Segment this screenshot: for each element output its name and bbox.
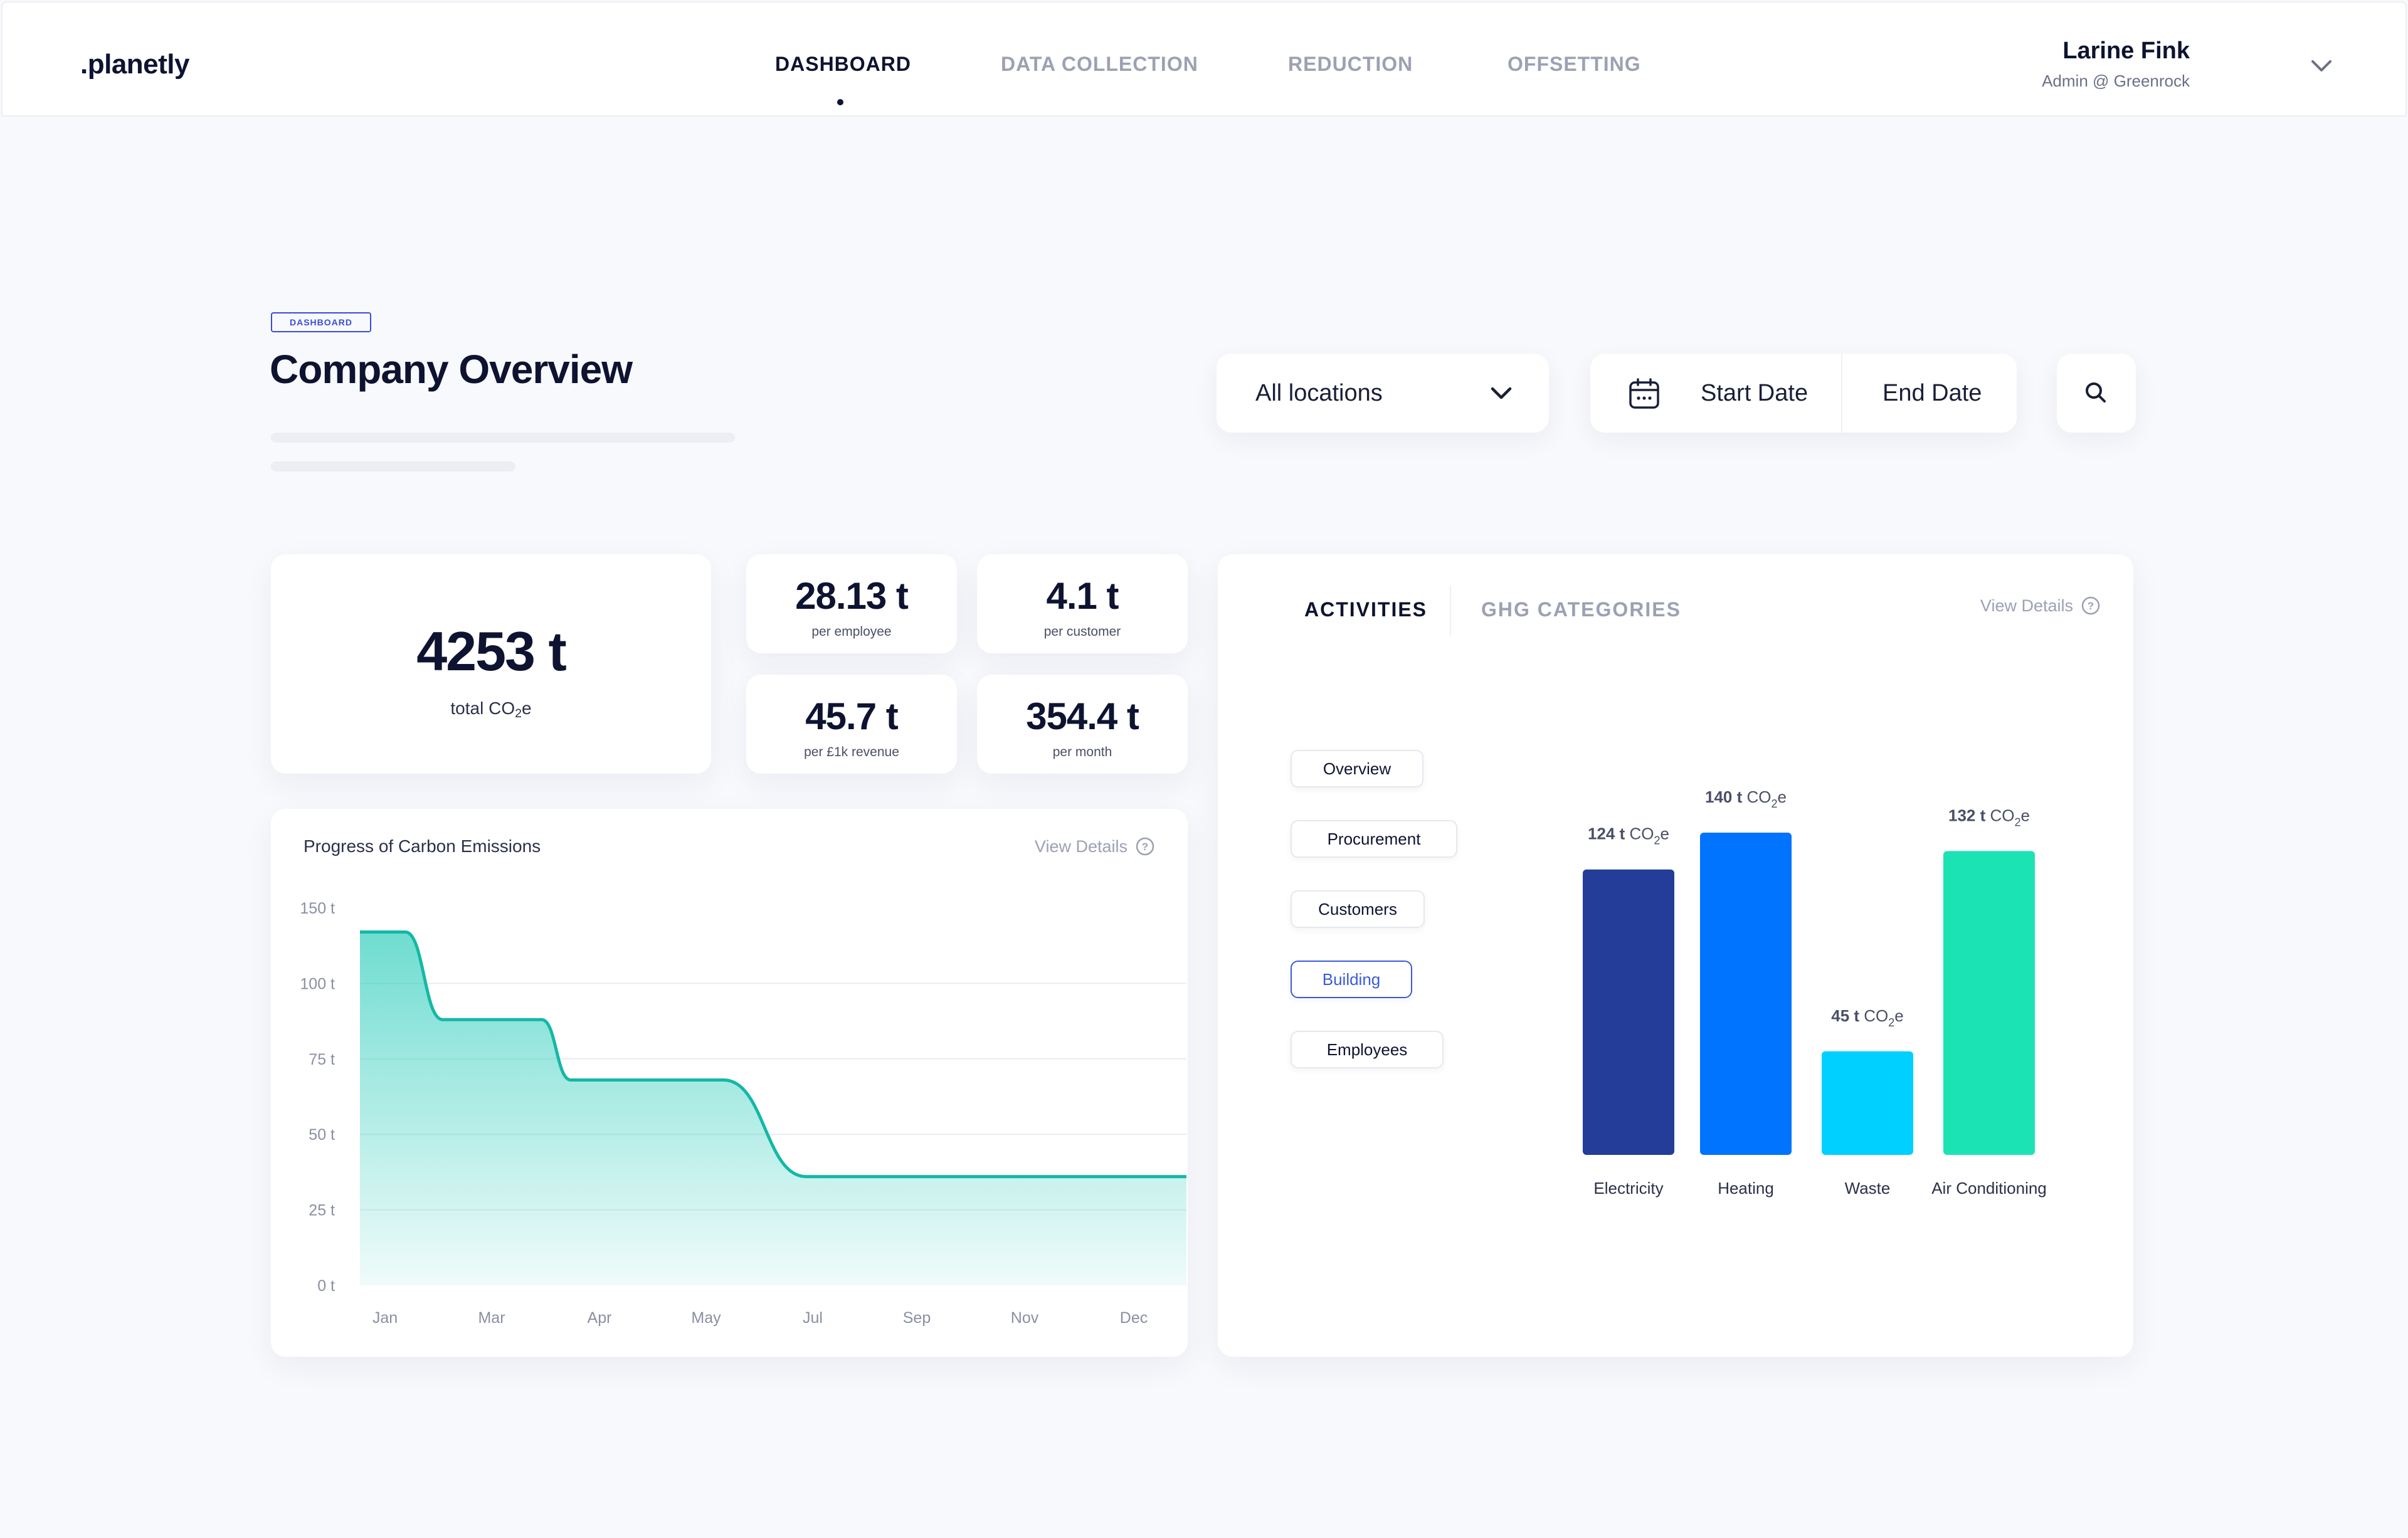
emissions-progress-card: Progress of Carbon Emissions View Detail… xyxy=(271,809,1188,1357)
bar-value-label: 45 t CO2e xyxy=(1831,1006,1904,1029)
nav-data-collection[interactable]: DATA COLLECTION xyxy=(1001,53,1198,75)
total-emissions-value: 4253 t xyxy=(416,620,567,682)
tab-divider xyxy=(1450,586,1451,636)
nav-reduction[interactable]: REDUCTION xyxy=(1288,53,1413,75)
bar-electricity[interactable] xyxy=(1583,869,1674,1155)
x-tick-label: Dec xyxy=(1120,1309,1148,1327)
active-nav-indicator xyxy=(837,99,843,105)
activities-card: ACTIVITIES GHG CATEGORIES View Details ?… xyxy=(1218,554,2133,1357)
breadcrumb[interactable]: DASHBOARD xyxy=(271,312,371,332)
y-tick-label: 25 t xyxy=(309,1202,335,1219)
bar-value-label: 132 t CO2e xyxy=(1948,806,2030,828)
stat-label: per month xyxy=(1052,745,1112,759)
x-tick-label: Nov xyxy=(1011,1309,1039,1327)
calendar-icon xyxy=(1629,378,1659,409)
svg-text:?: ? xyxy=(1142,841,1148,853)
chevron-down-icon[interactable] xyxy=(2308,55,2335,78)
location-select-value: All locations xyxy=(1255,380,1383,406)
skeleton-line xyxy=(271,461,515,471)
bar-category-label: Heating xyxy=(1718,1179,1774,1198)
card-title: Progress of Carbon Emissions xyxy=(304,836,541,856)
svg-text:?: ? xyxy=(2088,600,2094,612)
x-tick-label: Apr xyxy=(588,1309,612,1327)
stat-label: per £1k revenue xyxy=(804,745,899,759)
chevron-down-icon xyxy=(1491,387,1512,399)
area-line xyxy=(360,930,1186,1179)
start-date-field[interactable]: Start Date xyxy=(1701,380,1809,406)
stat-card: 354.4 t per month xyxy=(977,675,1188,774)
nav-offsetting[interactable]: OFFSETTING xyxy=(1508,53,1641,75)
stat-value: 354.4 t xyxy=(1026,695,1139,737)
search-button[interactable] xyxy=(2057,354,2136,433)
y-tick-label: 100 t xyxy=(300,975,335,993)
stat-card: 45.7 t per £1k revenue xyxy=(746,675,957,774)
top-navbar: .planetly DASHBOARD DATA COLLECTION REDU… xyxy=(1,1,2407,117)
bar-category-label: Air Conditioning xyxy=(1931,1179,2047,1198)
area-fill xyxy=(360,932,1186,1285)
stat-value: 45.7 t xyxy=(805,695,898,737)
view-details-label: View Details xyxy=(1034,836,1127,856)
y-tick-label: 150 t xyxy=(300,900,335,917)
stat-label: per customer xyxy=(1043,624,1121,639)
stat-card: 4.1 t per customer xyxy=(977,554,1188,653)
nav-dashboard[interactable]: DASHBOARD xyxy=(775,53,911,75)
y-tick-label: 0 t xyxy=(317,1277,335,1295)
x-tick-label: Jul xyxy=(803,1309,823,1327)
x-tick-label: Jan xyxy=(372,1309,398,1327)
activities-bar-chart: 124 t CO2e Electricity 140 t CO2e Heating 45… xyxy=(1583,787,2047,1198)
stat-card: 28.13 t per employee xyxy=(746,554,957,653)
bar-heating[interactable] xyxy=(1700,833,1792,1155)
tab-ghg-categories[interactable]: GHG CATEGORIES xyxy=(1481,598,1681,621)
bar-category-label: Electricity xyxy=(1593,1179,1663,1198)
logo[interactable]: .planetly xyxy=(80,49,190,80)
total-emissions-card: 4253 t total CO2e xyxy=(271,554,711,774)
search-icon xyxy=(2086,382,2106,403)
user-role: Admin @ Greenrock xyxy=(2042,71,2190,90)
tab-activities[interactable]: ACTIVITIES xyxy=(1304,598,1428,621)
filter-customers[interactable]: Customers xyxy=(1291,890,1425,928)
bar-air-conditioning[interactable] xyxy=(1943,851,2035,1155)
filter-procurement[interactable]: Procurement xyxy=(1291,820,1457,858)
date-range-picker[interactable]: Start Date End Date xyxy=(1590,354,2017,433)
user-name[interactable]: Larine Fink xyxy=(2062,38,2190,64)
y-tick-label: 75 t xyxy=(309,1051,335,1068)
emissions-area-chart: 150 t 100 t 75 t 50 t 25 t 0 t Jan Mar Apr May Jul… xyxy=(300,900,1186,1327)
location-select[interactable]: All locations xyxy=(1217,354,1549,433)
filter-overview[interactable]: Overview xyxy=(1291,750,1423,787)
stat-value: 4.1 t xyxy=(1046,575,1119,617)
help-icon: ? xyxy=(2081,596,2100,615)
bar-value-label: 140 t CO2e xyxy=(1705,787,1787,810)
end-date-field[interactable]: End Date xyxy=(1883,380,1982,406)
view-details-link[interactable]: View Details ? xyxy=(1035,836,1155,856)
skeleton-line xyxy=(271,433,735,443)
bar-category-label: Waste xyxy=(1845,1179,1891,1198)
view-details-link[interactable]: View Details ? xyxy=(1980,596,2101,616)
stat-label: per employee xyxy=(811,624,892,639)
x-tick-label: Sep xyxy=(903,1309,931,1327)
filter-building[interactable]: Building xyxy=(1291,961,1412,998)
bar-value-label: 124 t CO2e xyxy=(1588,824,1669,847)
y-tick-label: 50 t xyxy=(309,1126,335,1144)
x-tick-label: Mar xyxy=(478,1309,505,1327)
date-divider xyxy=(1841,354,1842,433)
filter-employees[interactable]: Employees xyxy=(1291,1031,1444,1068)
total-emissions-label: total CO2e xyxy=(450,698,532,720)
help-icon: ? xyxy=(1136,837,1154,856)
stat-value: 28.13 t xyxy=(795,575,909,617)
page-title: Company Overview xyxy=(270,347,633,392)
x-tick-label: May xyxy=(691,1309,721,1327)
bar-waste[interactable] xyxy=(1822,1051,1913,1155)
view-details-label: View Details xyxy=(1980,596,2073,615)
